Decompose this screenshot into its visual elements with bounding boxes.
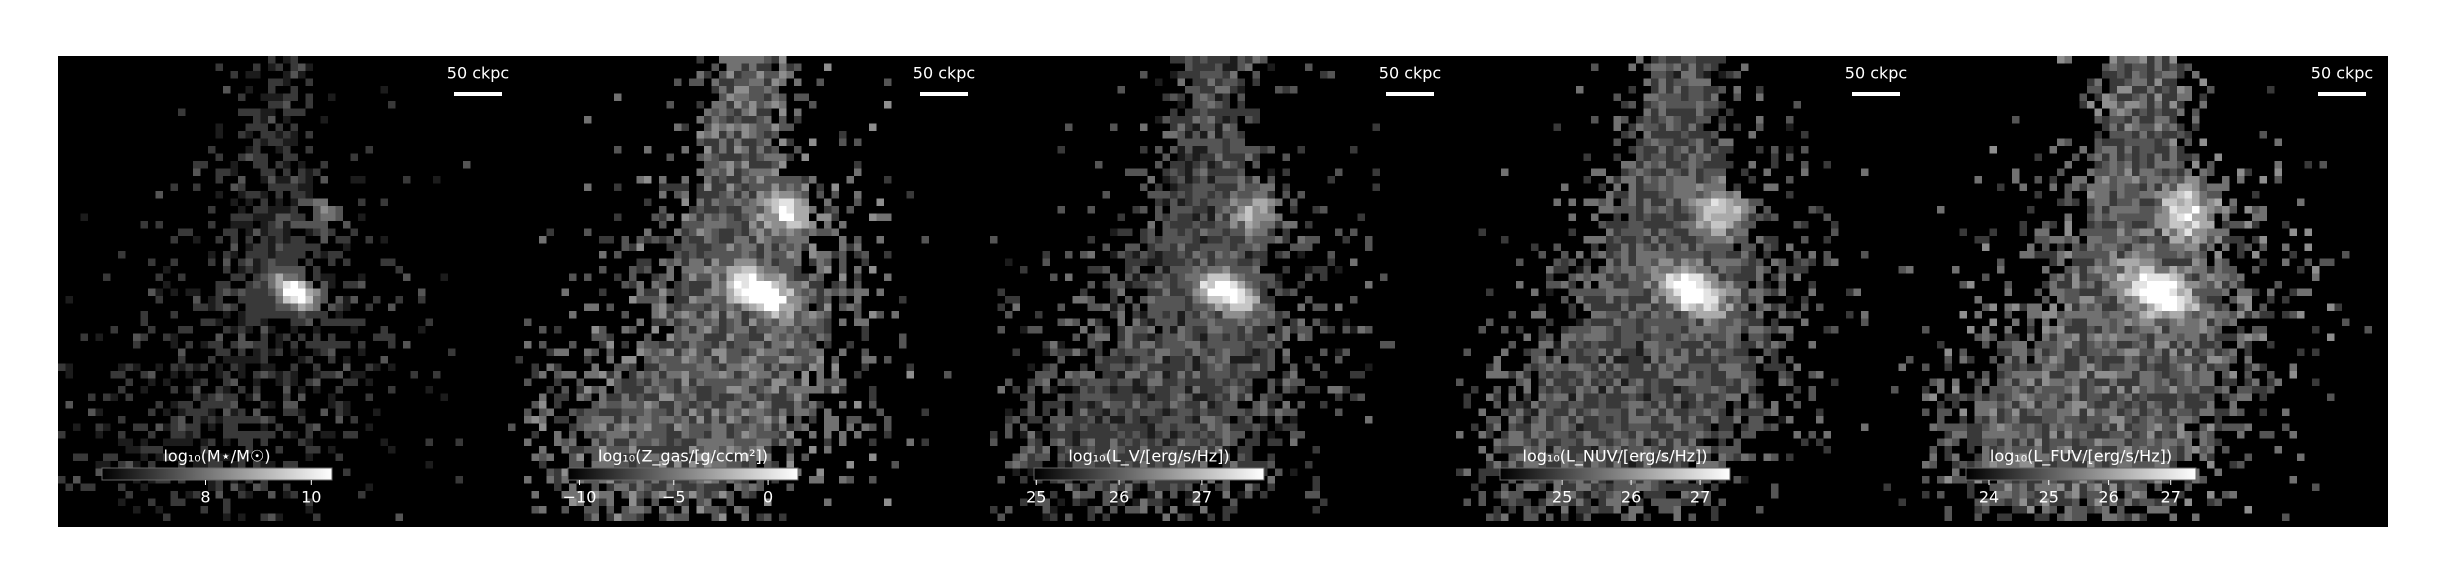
scale-bar-label: 50 ckpc [447, 64, 509, 83]
map-pixels [726, 191, 809, 319]
map-pixels [1207, 281, 1238, 304]
colorbar-label: log₁₀(L_FUV/[erg/s/Hz]) [1990, 447, 2172, 467]
colorbar [1499, 467, 1731, 481]
colorbar-label: log₁₀(Z_gas/[g/ccm²]) [598, 447, 768, 467]
colorbar-tick-label: 0 [763, 488, 773, 507]
map-pixels [2117, 183, 2222, 319]
colorbar-label: log₁₀(L_V/[erg/s/Hz]) [1068, 447, 1229, 467]
map-pixels [734, 206, 794, 311]
map-pixels [1666, 198, 1719, 311]
colorbar-tick-label: 27 [1192, 488, 1212, 507]
colorbar-tick-label: −10 [563, 488, 597, 507]
map-pixels [1673, 273, 1704, 304]
panel: 50 ckpc log₁₀(L_FUV/[erg/s/Hz]) 24 25 26 27 [1922, 56, 2388, 527]
panel: 50 ckpc log₁₀(L_NUV/[erg/s/Hz]) 25 26 27 [1456, 56, 1922, 527]
scale-bar-label: 50 ckpc [1845, 64, 1907, 83]
map-pixels [1643, 176, 1749, 326]
map-pixels [524, 56, 952, 521]
panel: 50 ckpc log₁₀(Z_gas/[g/ccm²]) −10 −5 0 [524, 56, 990, 527]
colorbar-tick-label: 24 [1979, 488, 1999, 507]
scale-bar-label: 50 ckpc [913, 64, 975, 83]
colorbar-tick-label: 26 [2098, 488, 2118, 507]
map-pixels [1192, 198, 1275, 319]
map-pixels [1200, 281, 1245, 304]
map-pixels [58, 56, 523, 521]
panel: 50 ckpc log₁₀(L_V/[erg/s/Hz]) 25 26 27 [990, 56, 1456, 527]
colorbar-tick-label: −5 [662, 488, 686, 507]
colorbar-tick-label: 27 [1690, 488, 1710, 507]
colorbar-tick-label: 27 [2161, 488, 2181, 507]
map-pixels [1200, 198, 1268, 311]
map-pixels [268, 198, 336, 311]
map-pixels [283, 281, 298, 304]
colorbar-label: log₁₀(M⋆/M☉) [163, 447, 270, 466]
colorbar-tick-label: 8 [200, 488, 210, 507]
map-pixels [65, 63, 516, 521]
colorbar-tick-label: 25 [1026, 488, 1046, 507]
map-pixels [1456, 56, 1914, 521]
colorbar-tick-label: 26 [1621, 488, 1641, 507]
map-pixels [1922, 56, 2320, 521]
map-pixels [1207, 206, 1253, 311]
map-pixels [283, 281, 306, 304]
scale-bar-label: 50 ckpc [1379, 64, 1441, 83]
colorbar-tick-label: 25 [1552, 488, 1572, 507]
colorbar [101, 467, 333, 481]
colorbar-tick-label: 25 [2039, 488, 2059, 507]
colorbar [567, 467, 799, 481]
colorbar-tick-label: 26 [1109, 488, 1129, 507]
scale-bar-label: 50 ckpc [2311, 64, 2373, 83]
panel: 50 ckpc log₁₀(M⋆/M☉) 8 10 [58, 56, 524, 527]
colorbar-tick-label: 10 [301, 488, 321, 507]
map-pixels [2117, 191, 2200, 319]
map-pixels [1673, 198, 1741, 311]
map-pixels [531, 56, 929, 521]
colorbar [1033, 467, 1265, 481]
map-pixels [1456, 56, 1914, 521]
colorbar [1965, 467, 2197, 481]
map-pixels [2139, 206, 2200, 311]
colorbar-label: log₁₀(L_NUV/[erg/s/Hz]) [1523, 447, 1708, 467]
